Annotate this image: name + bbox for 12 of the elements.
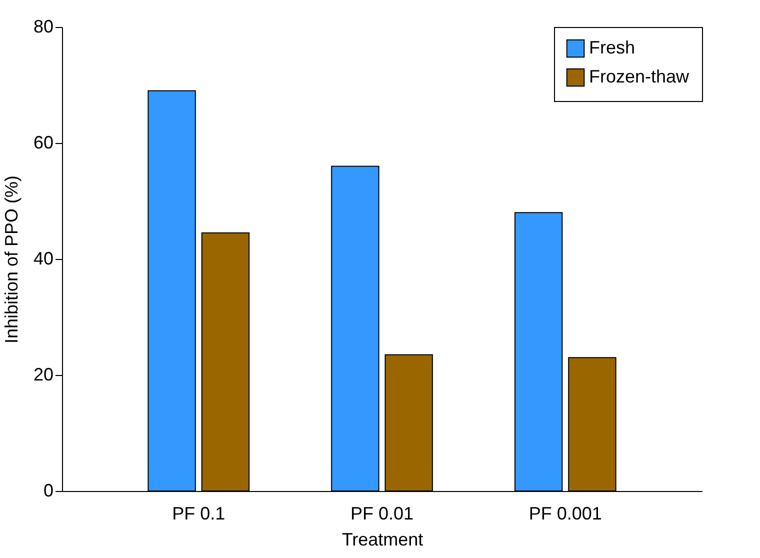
y-tick-label: 20 — [33, 364, 54, 384]
y-tick-label: 60 — [33, 132, 54, 152]
x-tick-label: PF 0.001 — [528, 504, 602, 524]
legend-label: Fresh — [589, 38, 636, 58]
x-tick-label: PF 0.01 — [350, 504, 414, 524]
x-tick-label: PF 0.1 — [172, 504, 226, 524]
x-axis-title: Treatment — [342, 530, 424, 550]
legend-label: Frozen-thaw — [589, 66, 690, 86]
y-tick-label: 40 — [33, 248, 54, 268]
y-tick-label: 80 — [33, 16, 54, 36]
y-tick-label: 0 — [43, 480, 54, 500]
y-axis-title: Inhibition of PPO (%) — [1, 175, 22, 344]
